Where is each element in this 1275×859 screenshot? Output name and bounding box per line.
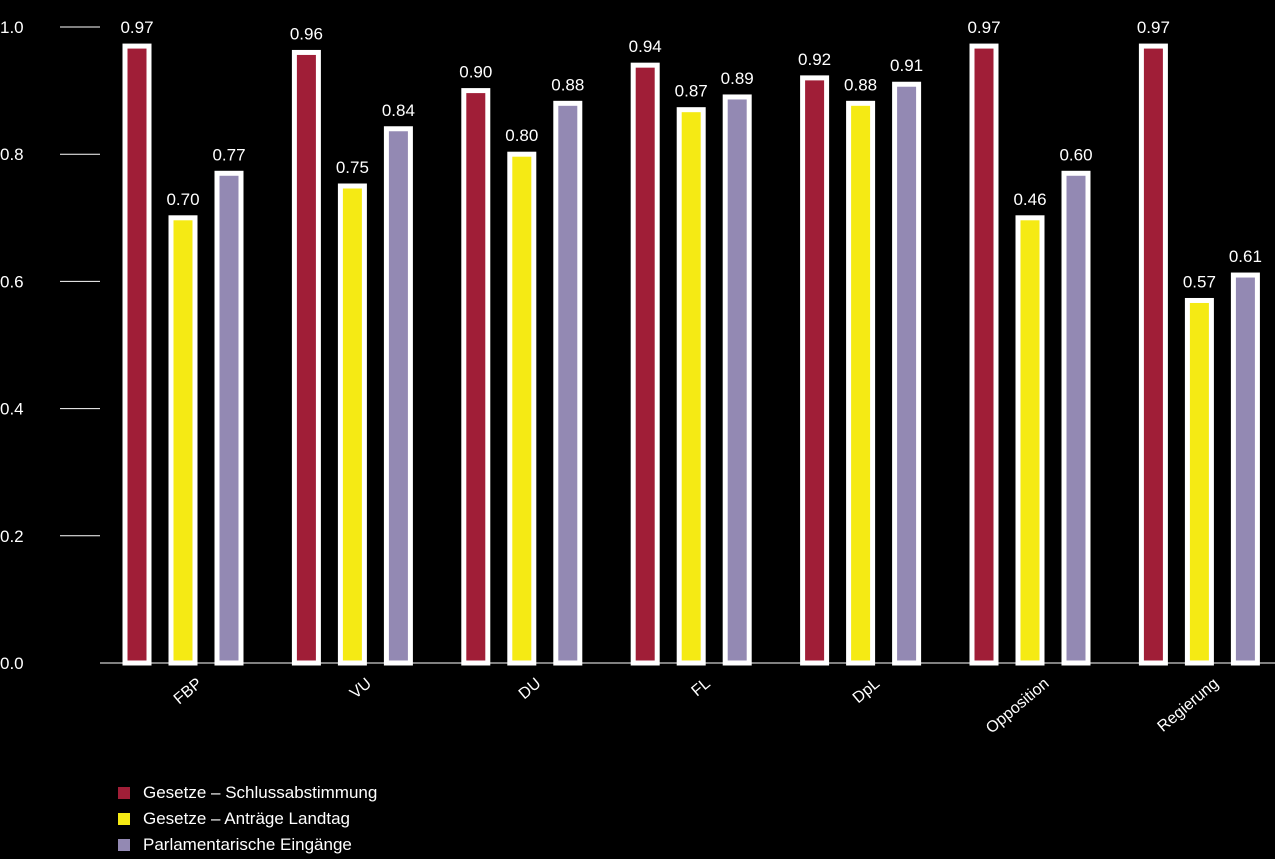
data-label: 0.60 [1059,145,1092,164]
data-label: 0.57 [1183,272,1216,291]
bar [1184,297,1214,666]
data-label: 0.94 [629,37,662,56]
bar [800,75,830,666]
category-label: FL [689,675,714,700]
legend-swatch [118,813,130,825]
value-labels: 0.97 0.96 0.90 0.94 0.92 0.97 0.97 0.70 0.75 0.80… [120,18,1261,291]
y-tick-label: 0.8 [0,145,24,164]
y-tick-label: 1.0 [0,18,24,37]
data-label: 0.77 [212,145,245,164]
legend-item-schlussabstimmung: Gesetze – Schlussabstimmung [118,780,377,806]
data-label: 0.90 [459,63,492,82]
bar [337,183,367,666]
bar [214,170,244,666]
y-tick-label: 0.0 [0,654,24,673]
bar [676,107,706,666]
category-label: DU [516,675,545,703]
bar [1138,43,1168,666]
category-labels: FBP VU DU FL DpL Opposition Regierung [171,675,1222,737]
bar [630,62,660,666]
bar [553,100,583,666]
y-tick-label: 0.4 [0,400,24,419]
bar [892,81,922,666]
data-label: 0.96 [290,24,323,43]
category-label: VU [347,675,375,702]
bar [1061,170,1091,666]
bar [969,43,999,666]
legend-swatch [118,787,130,799]
data-label: 0.88 [551,75,584,94]
bar [461,88,491,666]
category-label: FBP [171,675,206,708]
category-label: Opposition [983,675,1053,737]
data-label: 0.70 [166,190,199,209]
data-label: 0.80 [505,126,538,145]
data-label: 0.84 [382,101,415,120]
data-label: 0.61 [1229,247,1262,266]
legend-label: Parlamentarische Eingänge [143,835,352,854]
bar [722,94,752,666]
data-label: 0.92 [798,50,831,69]
data-label: 0.89 [721,69,754,88]
legend-label: Gesetze – Anträge Landtag [143,809,350,828]
bar [1015,215,1045,666]
legend-item-eingaenge: Parlamentarische Eingänge [118,832,377,858]
bar-chart: 0.00.20.40.60.81.0 0.97 0.960.900.940.920… [0,18,1275,737]
data-label: 0.97 [967,18,1000,37]
category-label: DpL [850,675,883,707]
bar [383,126,413,666]
data-label: 0.88 [844,75,877,94]
y-tick-label: 0.6 [0,272,24,291]
y-axis: 0.0 0.2 0.4 0.6 0.8 1.0 [0,18,100,673]
data-label: 0.91 [890,56,923,75]
y-tick-label: 0.2 [0,527,24,546]
legend-swatch [118,839,130,851]
data-label: 0.46 [1013,190,1046,209]
bar [1230,272,1260,666]
data-label: 0.97 [1137,18,1170,37]
bar [507,151,537,666]
bar [291,49,321,666]
bars [122,43,1260,666]
legend: Gesetze – Schlussabstimmung Gesetze – An… [118,780,377,858]
legend-label: Gesetze – Schlussabstimmung [143,783,378,802]
bar [168,215,198,666]
bar [122,43,152,666]
category-label: Regierung [1154,675,1221,735]
data-label: 0.87 [675,82,708,101]
data-label: 0.75 [336,158,369,177]
data-label: 0.97 [120,18,153,37]
legend-item-antraege: Gesetze – Anträge Landtag [118,806,377,832]
bar [846,100,876,666]
